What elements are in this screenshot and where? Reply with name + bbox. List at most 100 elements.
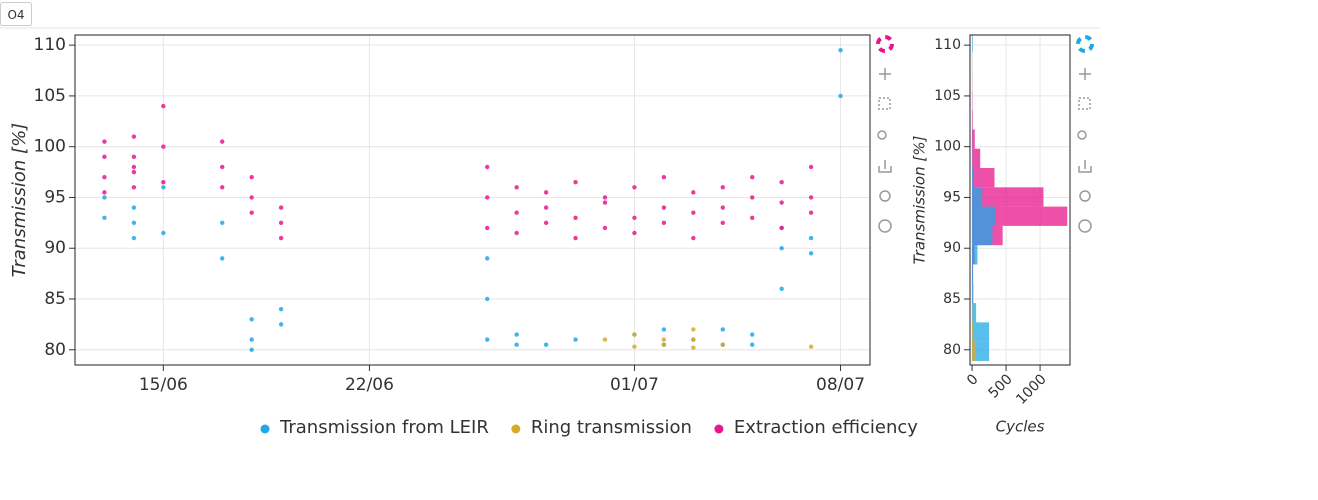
reset-tool[interactable] [1079, 190, 1091, 202]
point [573, 337, 578, 342]
point [779, 246, 784, 251]
point [102, 215, 107, 220]
point [543, 220, 549, 226]
point [691, 235, 696, 241]
point [485, 337, 490, 342]
point [661, 342, 667, 347]
point [720, 185, 725, 190]
point [514, 230, 519, 236]
point [573, 235, 578, 241]
tab[interactable]: O4 [0, 2, 32, 26]
point [691, 327, 696, 332]
reset-tool[interactable] [879, 190, 891, 202]
y-tick-label: 95 [943, 189, 961, 205]
point [661, 205, 667, 210]
legend-label: Ring transmission [531, 417, 692, 438]
point [102, 139, 107, 144]
y-tick-label: 95 [44, 187, 66, 207]
x-tick-label: 01/07 [610, 375, 659, 395]
pan-tool[interactable] [879, 68, 891, 80]
point [514, 342, 519, 347]
point [808, 210, 814, 215]
point [514, 185, 519, 190]
y-axis-label: Transmission [%] [9, 123, 30, 277]
y-tick-label: 100 [34, 137, 66, 157]
box-zoom-tool[interactable] [878, 97, 891, 110]
point [808, 235, 814, 241]
x-tick-label: 22/06 [345, 375, 394, 395]
x-axis-label: Cycles [996, 418, 1045, 436]
box-zoom-tool[interactable] [1078, 97, 1091, 110]
point [485, 296, 490, 302]
plot-points [102, 48, 843, 352]
x-tick-label: 08/07 [816, 375, 865, 395]
pan-tool[interactable] [1079, 68, 1091, 80]
legend-marker [260, 424, 270, 434]
point [131, 169, 137, 175]
hist-bar [972, 129, 975, 149]
point [102, 190, 107, 195]
point [161, 144, 166, 149]
point [249, 195, 254, 200]
logo[interactable] [1076, 35, 1094, 53]
point [131, 164, 137, 170]
save-tool[interactable] [878, 160, 892, 173]
bars [972, 35, 1068, 361]
point [220, 139, 225, 144]
point [161, 230, 166, 236]
point [249, 174, 254, 180]
point [131, 235, 137, 241]
point [278, 322, 284, 327]
hist-bar [972, 341, 977, 361]
point [691, 210, 696, 215]
legend-label: Extraction efficiency [734, 417, 918, 438]
logo[interactable] [876, 35, 894, 53]
wheel-zoom-tool[interactable] [877, 130, 887, 140]
wheel-zoom-tool[interactable] [1077, 130, 1087, 140]
x-tick-label: 0 [964, 371, 982, 389]
y-tick-label: 110 [934, 37, 961, 53]
point [278, 235, 284, 241]
point [808, 164, 814, 170]
point [720, 342, 725, 347]
point [249, 347, 254, 352]
point [278, 220, 284, 226]
save-tool[interactable] [1078, 160, 1092, 173]
hist-bar [972, 187, 983, 207]
point [573, 215, 578, 220]
point [750, 215, 755, 220]
point [602, 225, 608, 231]
point [750, 195, 755, 200]
hist-bar [972, 187, 1044, 207]
point [602, 337, 608, 342]
point [573, 180, 578, 185]
point [220, 185, 225, 190]
hist-bar [972, 245, 978, 265]
point [278, 205, 284, 210]
point [661, 174, 667, 180]
point [691, 190, 696, 195]
hist-bar [972, 264, 974, 284]
point [632, 332, 637, 337]
x-tick-label: 500 [985, 371, 1015, 401]
point [720, 205, 725, 210]
point [779, 286, 784, 292]
point [249, 210, 254, 215]
point [485, 256, 490, 261]
point [779, 225, 784, 231]
hist-bar [972, 168, 975, 188]
point [750, 342, 755, 347]
help-tool[interactable] [878, 219, 892, 233]
point [514, 210, 519, 215]
help-tool[interactable] [1078, 219, 1092, 233]
y-tick-label: 100 [934, 139, 961, 155]
point [249, 337, 254, 342]
point [485, 164, 490, 170]
hist-bar [972, 206, 996, 226]
point [691, 337, 696, 342]
point [632, 215, 637, 220]
point [131, 205, 137, 210]
point [220, 164, 225, 170]
point [220, 220, 225, 226]
